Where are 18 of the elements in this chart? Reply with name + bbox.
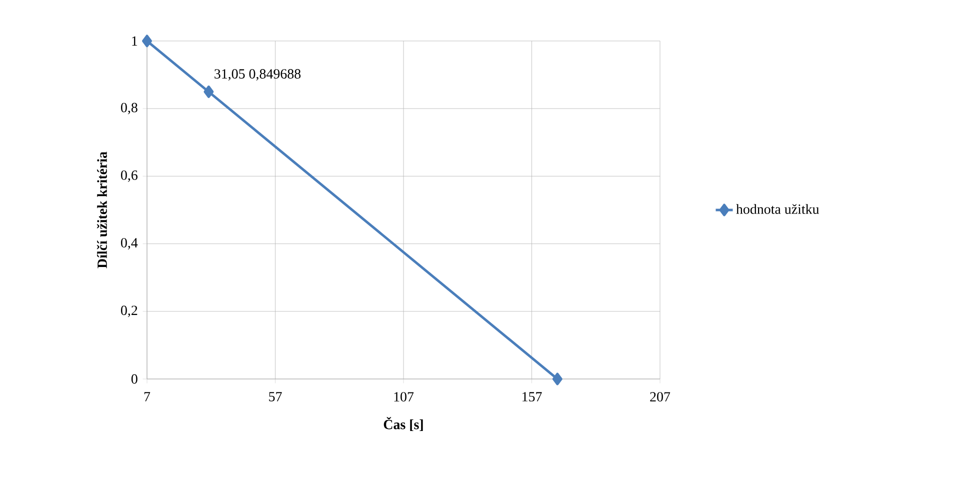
y-tick-label: 1 bbox=[132, 36, 138, 46]
point bbox=[204, 86, 214, 98]
y-tick-label: 0,6 bbox=[121, 170, 138, 182]
x-tick-label: 157 bbox=[522, 392, 542, 402]
point bbox=[142, 34, 152, 48]
y-tick-label: 0,8 bbox=[121, 102, 138, 114]
y-axis-title: Dílčí užitek kritéria bbox=[96, 152, 107, 268]
y-tick-label: 0 bbox=[131, 374, 138, 384]
x-tick-label: 7 bbox=[144, 392, 150, 402]
point bbox=[552, 372, 562, 386]
y-tick-label: 0,2 bbox=[121, 306, 138, 318]
legend-label: hodnota užitku bbox=[736, 204, 820, 214]
x-tick-label: 107 bbox=[394, 392, 414, 402]
y-tick-label: 0,4 bbox=[121, 238, 138, 250]
annotation: 31,05 0,849688 bbox=[214, 69, 301, 81]
x-tick-label: 57 bbox=[269, 392, 282, 402]
x-tick-label: 207 bbox=[650, 392, 670, 402]
x-axis-title: Čas [s] bbox=[384, 416, 423, 431]
